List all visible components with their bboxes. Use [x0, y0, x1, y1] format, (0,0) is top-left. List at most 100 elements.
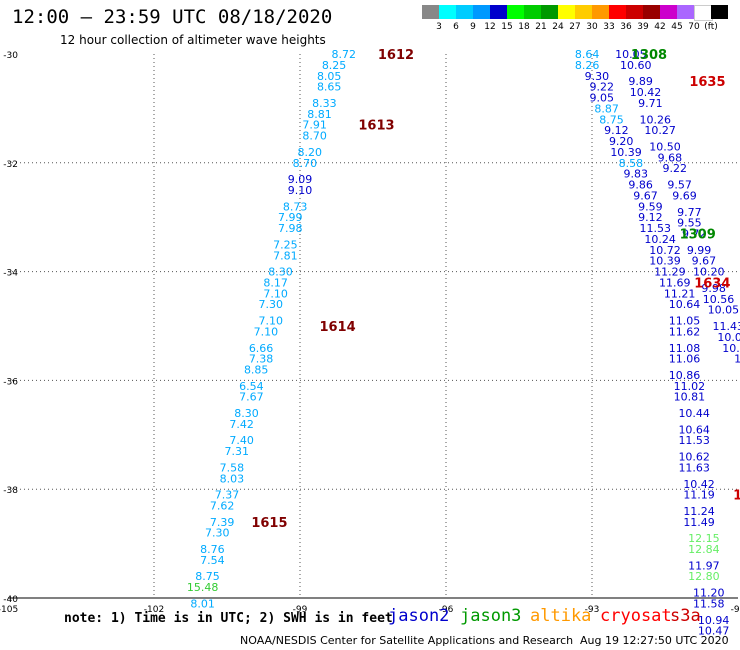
legend-label: 15 [501, 22, 513, 32]
wave-height-point: 7.58 [220, 461, 245, 474]
wave-height-point: 12.15 [688, 532, 720, 545]
wave-height-point: 7.31 [224, 445, 249, 458]
satellite-jason2: jason2 [388, 606, 450, 626]
wave-height-point: 7.39 [210, 516, 235, 529]
wave-height-point: 10.05 [615, 48, 647, 61]
wave-height-point: 9.86 [628, 179, 653, 192]
x-tick-label: -90 [731, 605, 740, 615]
wave-height-point: 10.64 [678, 423, 710, 436]
wave-height-point: 9.57 [667, 179, 692, 192]
wave-height-point: 8.26 [575, 59, 600, 72]
wave-height-point: 9.12 [638, 211, 663, 224]
wave-height-point: 10.64 [669, 298, 701, 311]
wave-height-point: 7.91 [302, 119, 327, 132]
wave-height-point: 7.30 [259, 298, 284, 311]
wave-height-point: 8.17 [263, 276, 288, 289]
legend-label: 21 [535, 22, 547, 32]
wave-height-point: 9.89 [628, 75, 653, 88]
wave-height-point: 12.80 [688, 570, 720, 583]
wave-height-point: 8.73 [283, 200, 308, 213]
legend-label: 24 [552, 22, 564, 32]
wave-height-point: 8.05 [317, 70, 342, 83]
x-tick-label: -105 [0, 605, 18, 615]
wave-height-point: 10. [734, 353, 740, 366]
wave-height-point: 7.67 [239, 391, 264, 404]
pass-time-label: 1635 [689, 75, 725, 90]
wave-height-point: 11.29 [654, 266, 686, 279]
wave-height-point: 7.42 [229, 418, 254, 431]
wave-height-point: 7.30 [205, 527, 230, 540]
legend-swatch [490, 5, 507, 19]
wave-height-point: 8.75 [599, 113, 624, 126]
y-tick-label: -30 [3, 51, 18, 61]
y-tick-label: -40 [3, 595, 18, 605]
legend-label: 30 [586, 22, 598, 32]
wave-height-point: 8.70 [302, 130, 327, 143]
wave-height-point: 8.64 [575, 48, 600, 61]
wave-height-point: 8.76 [200, 543, 225, 556]
wave-height-point: 7.10 [263, 287, 288, 300]
legend-label: 12 [484, 22, 496, 32]
satellite-s3a: s3a [670, 606, 701, 626]
wave-height-point: 11.05 [669, 315, 701, 328]
wave-height-point: 9.77 [677, 206, 702, 219]
wave-height-point: 7.10 [259, 315, 284, 328]
wave-height-point: 10.62 [678, 451, 710, 464]
wave-height-point: 10.09 [717, 331, 740, 344]
wave-height-point: 11.08 [669, 342, 701, 355]
wave-height-point: 8.33 [312, 97, 337, 110]
legend-label: 3 [436, 22, 442, 32]
y-tick-label: -36 [3, 377, 18, 387]
wave-height-point: 9.67 [692, 255, 717, 268]
wave-height-point: 8.70 [293, 157, 318, 170]
legend-swatch [626, 5, 643, 19]
wave-height-point: 11.53 [640, 222, 672, 235]
wave-height-point: 8.20 [297, 146, 322, 159]
legend-swatch [524, 5, 541, 19]
wave-height-point: 8.25 [322, 59, 347, 72]
wave-height-point: 10.27 [644, 124, 676, 137]
pass-time-label: 1615 [251, 516, 287, 531]
satellite-altika: altika [530, 606, 592, 626]
wave-height-point: 11.19 [683, 489, 715, 502]
wave-height-point: 10.56 [703, 293, 735, 306]
wave-height-point: 11.43 [713, 320, 740, 333]
legend-label: 27 [569, 22, 581, 32]
x-tick-label: -96 [439, 605, 454, 615]
wave-height-point: 10.20 [693, 266, 725, 279]
pass-time-label: 1613 [358, 119, 394, 134]
wave-height-point: 9.59 [638, 200, 663, 213]
wave-height-point: 10.72 [649, 244, 681, 257]
wave-height-point: 11.97 [688, 559, 720, 572]
wave-height-point: 11.06 [669, 353, 701, 366]
pass-time-label: 1634 [694, 276, 730, 291]
wave-height-point: 9.99 [687, 244, 712, 257]
wave-height-point: 9.71 [638, 97, 663, 110]
wave-height-point: 10.42 [630, 86, 662, 99]
wave-height-point: 10.44 [678, 407, 710, 420]
x-tick-label: -102 [144, 605, 164, 615]
pass-time-label: 1309 [680, 228, 716, 243]
legend-swatch [711, 5, 728, 19]
wave-height-point: 8.58 [619, 157, 644, 170]
wave-height-point: 11.21 [664, 287, 696, 300]
wave-height-point: 12.84 [688, 543, 720, 556]
wave-height-point: 8.65 [317, 81, 342, 94]
wave-height-point: 9.55 [677, 217, 702, 230]
wave-height-point: 10.47 [698, 625, 730, 638]
legend-swatch [643, 5, 660, 19]
wave-height-point: 6.54 [239, 380, 264, 393]
legend-label: 42 [654, 22, 666, 32]
wave-height-point: 8.30 [234, 407, 259, 420]
timestamp-text: Aug 19 12:27:50 UTC 2020 [580, 634, 729, 647]
wave-height-point: 9.09 [288, 173, 313, 186]
x-tick-label: -99 [293, 605, 308, 615]
pass-time-label: 1614 [319, 320, 355, 335]
wave-height-point: 8.85 [244, 364, 269, 377]
legend-swatch [575, 5, 592, 19]
wave-height-point: 11.53 [678, 434, 710, 447]
wave-height-point: 9.30 [585, 70, 610, 83]
wave-height-point: 9.69 [672, 189, 697, 202]
wave-height-point: 11.62 [669, 325, 701, 338]
wave-height-point: 9.98 [701, 282, 726, 295]
